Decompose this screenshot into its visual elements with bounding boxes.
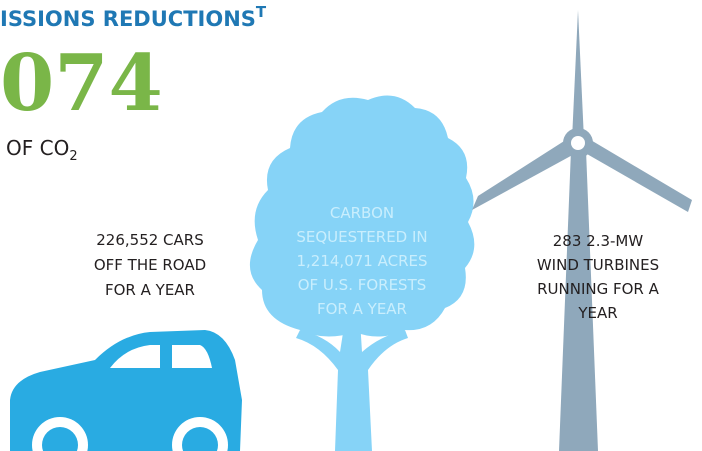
caption-line: 226,552 CARS <box>96 231 203 249</box>
caption-line: OF U.S. FORESTS <box>298 276 427 294</box>
caption-line: SEQUESTERED IN <box>296 228 427 246</box>
title-superscript: T <box>256 3 267 21</box>
caption-line: FOR A YEAR <box>105 281 195 299</box>
unit: OF CO2 <box>6 136 78 164</box>
caption-line: CARBON <box>330 204 394 222</box>
turbine-icon <box>472 10 692 451</box>
caption-line: RUNNING FOR A <box>537 280 660 298</box>
title-text: ISSIONS REDUCTIONS <box>0 7 256 31</box>
caption-line: WIND TURBINES <box>537 256 659 274</box>
caption-line: 283 2.3-MW <box>553 232 644 250</box>
caption-line: YEAR <box>577 304 617 322</box>
caption-line: OFF THE ROAD <box>94 256 206 274</box>
infographic: ISSIONS REDUCTIONST 074 OF CO2 226,552 C… <box>0 0 702 451</box>
canvas: ISSIONS REDUCTIONST 074 OF CO2 226,552 C… <box>0 0 702 451</box>
car-icon <box>10 330 242 451</box>
title: ISSIONS REDUCTIONST <box>0 3 267 31</box>
figure: 074 <box>0 38 163 129</box>
tree-icon <box>250 96 474 451</box>
unit-text: OF CO <box>6 136 69 160</box>
unit-subscript: 2 <box>69 149 77 164</box>
caption-line: FOR A YEAR <box>317 300 407 318</box>
caption-line: 1,214,071 ACRES <box>296 252 427 270</box>
